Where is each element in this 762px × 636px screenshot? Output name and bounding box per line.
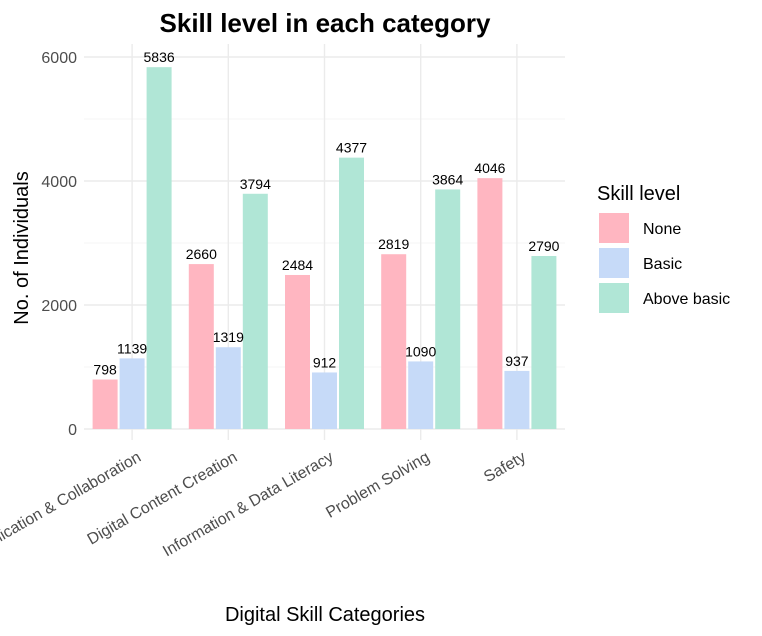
data-label: 1319: [213, 329, 244, 345]
bar-basic: [408, 361, 434, 429]
chart-title: Skill level in each category: [160, 8, 491, 38]
bar-none: [92, 379, 118, 429]
bar-none: [477, 178, 503, 429]
y-axis-title: No. of Individuals: [11, 171, 33, 324]
data-label: 1090: [405, 343, 436, 359]
legend-label: None: [643, 221, 681, 238]
x-axis-title: Digital Skill Categories: [225, 604, 425, 626]
data-label: 937: [505, 353, 529, 369]
bars-layer: [92, 67, 557, 429]
data-label: 2660: [186, 246, 217, 262]
bar-basic: [119, 358, 145, 429]
data-label: 2819: [378, 236, 409, 252]
x-tick-label: Safety: [481, 449, 529, 486]
x-tick-label: Information & Data Literacy: [160, 449, 336, 561]
bar-above-basic: [531, 256, 557, 429]
data-label: 2484: [282, 257, 313, 273]
data-label: 3864: [432, 171, 463, 187]
bar-above-basic: [242, 193, 268, 429]
bar-none: [285, 274, 310, 429]
legend-title: Skill level: [597, 183, 680, 205]
data-label: 4046: [474, 160, 505, 176]
bar-above-basic: [146, 67, 172, 429]
legend-key-above-basic: [599, 283, 629, 313]
bar-none: [188, 264, 214, 429]
y-tick-label: 4000: [41, 174, 77, 191]
bar-none: [381, 254, 407, 429]
data-label: 4377: [336, 140, 367, 156]
y-tick-label: 0: [68, 422, 77, 439]
bar-above-basic: [435, 189, 461, 429]
bar-basic: [215, 347, 241, 429]
bar-above-basic: [339, 157, 364, 429]
x-tick-label: Problem Solving: [323, 449, 432, 522]
legend-label: Basic: [643, 256, 682, 273]
data-label: 1139: [117, 340, 147, 356]
legend-key-basic: [599, 248, 629, 278]
y-axis-ticks: 0 2000 4000 6000: [41, 50, 77, 439]
data-label: 5836: [144, 49, 175, 65]
y-tick-label: 2000: [41, 298, 77, 315]
data-label: 798: [93, 362, 117, 378]
legend-key-none: [599, 213, 629, 243]
data-label: 3794: [240, 176, 271, 192]
bar-basic: [504, 370, 530, 429]
bar-basic: [312, 372, 337, 429]
legend: Skill level None Basic Above basic: [597, 183, 730, 313]
data-label: 2790: [528, 238, 559, 254]
data-label: 912: [313, 354, 337, 370]
legend-label: Above basic: [643, 291, 730, 308]
y-tick-label: 6000: [41, 50, 77, 67]
